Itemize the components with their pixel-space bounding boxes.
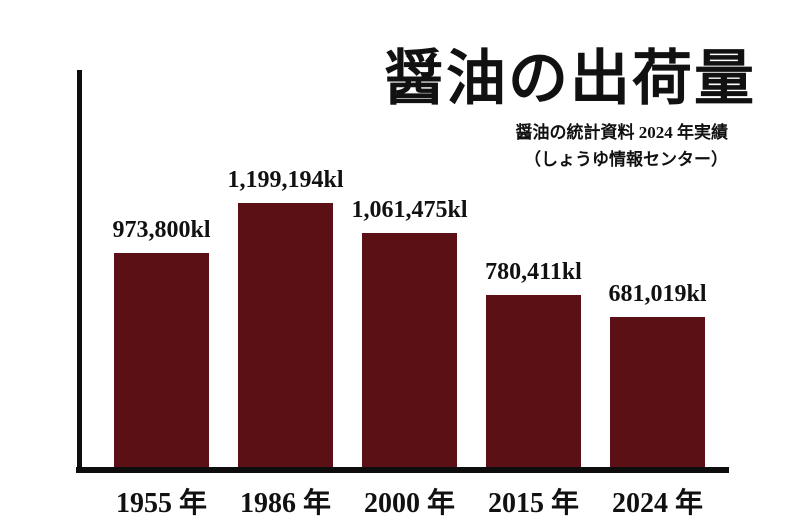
bar-column: 1,061,475kl 2000 年 — [351, 0, 467, 532]
plot-area: 973,800kl 1955 年 1,199,194kl 1986 年 1,06… — [112, 0, 707, 532]
chart-source: （しょうゆ情報センター） — [524, 150, 728, 169]
bar-value-label: 681,019kl — [608, 281, 707, 308]
x-axis-line — [76, 467, 729, 473]
bar-column: 681,019kl 2024 年 — [608, 0, 707, 532]
chart-subtitle: 醤油の統計資料 2024 年実績 （しょうゆ情報センター） — [516, 119, 729, 173]
chart-title: 醤油の出荷量 — [384, 46, 756, 112]
x-axis-tick-label: 2015 年 — [487, 488, 580, 519]
bar — [114, 253, 209, 467]
bar — [362, 233, 457, 467]
bar-column: 973,800kl 1955 年 — [112, 0, 211, 532]
bar-value-label: 1,061,475kl — [351, 197, 468, 224]
bar-column: 780,411kl 2015 年 — [485, 0, 582, 532]
bar — [610, 317, 705, 467]
bar-value-label: 1,199,194kl — [227, 167, 344, 194]
chart-subtitle-line: 醤油の統計資料 2024 年実績 — [515, 123, 729, 142]
bar — [486, 295, 581, 467]
x-axis-tick-label: 1986 年 — [239, 488, 332, 519]
x-axis-tick-label: 1955 年 — [115, 488, 208, 519]
bar-column: 1,199,194kl 1986 年 — [227, 0, 343, 532]
bar-value-label: 973,800kl — [112, 217, 211, 244]
x-axis-tick-label: 2000 年 — [363, 488, 456, 519]
bar — [238, 203, 333, 467]
x-axis-tick-label: 2024 年 — [611, 488, 704, 519]
y-axis-line — [77, 70, 82, 473]
bar-value-label: 780,411kl — [485, 259, 582, 286]
